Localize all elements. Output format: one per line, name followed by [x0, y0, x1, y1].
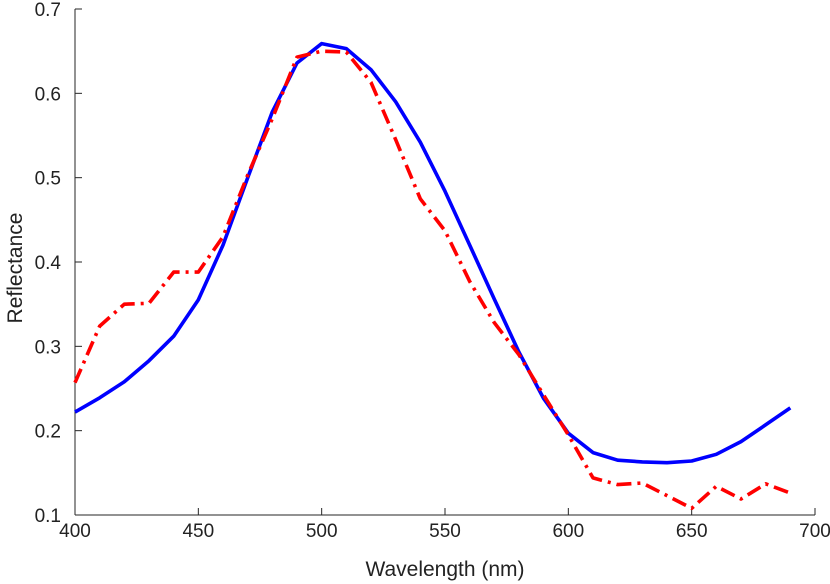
axes [74, 9, 815, 516]
x-tick-label: 450 [182, 521, 214, 542]
x-axis-label: Wavelength (nm) [365, 558, 524, 581]
y-axis-label: Reflectance [4, 213, 27, 324]
ticks: 400 450 500 550 600 650 700 0.1 0.2 0.3 0.4 0.5 0.6 0… [35, 0, 830, 542]
x-tick-label: 600 [552, 521, 584, 542]
y-tick-label: 0.7 [35, 0, 61, 21]
y-tick-label: 0.1 [35, 506, 61, 527]
x-tick-label: 650 [676, 521, 708, 542]
series [73, 41, 792, 511]
y-tick-label: 0.4 [35, 253, 62, 274]
series-line-dashdot-red [73, 49, 791, 511]
y-tick-label: 0.2 [35, 422, 61, 443]
x-tick-label: 400 [59, 521, 91, 542]
y-tick-label: 0.5 [35, 169, 61, 190]
x-tick-label: 550 [429, 521, 461, 542]
x-tick-label: 700 [799, 521, 830, 542]
y-tick-label: 0.6 [35, 84, 61, 105]
series-line-solid-blue [74, 41, 792, 465]
y-tick-label: 0.3 [35, 337, 61, 358]
x-tick-label: 500 [306, 521, 338, 542]
